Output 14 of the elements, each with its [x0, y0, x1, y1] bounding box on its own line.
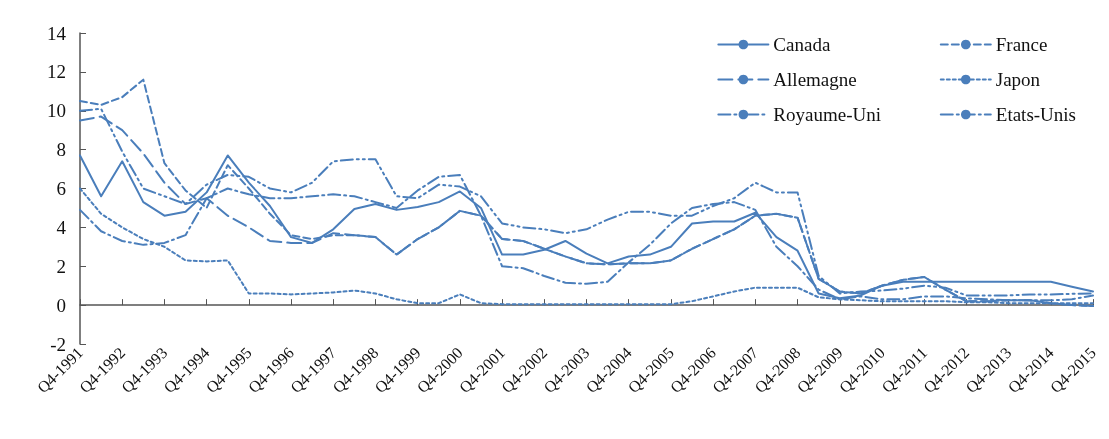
- legend-label: Japon: [995, 69, 1041, 90]
- y-tick-label: 10: [47, 100, 66, 122]
- y-tick-label: 6: [56, 178, 66, 199]
- legend-label: Canada: [773, 34, 831, 55]
- y-tick-label: 2: [56, 255, 66, 277]
- legend-label: Etats-Unis: [995, 104, 1077, 125]
- y-tick-label: 8: [56, 139, 66, 161]
- y-tick-label: 0: [56, 294, 66, 316]
- y-tick-label: 4: [56, 216, 67, 238]
- y-tick-label: 12: [47, 61, 66, 83]
- y-tick-label: 14: [47, 22, 67, 44]
- legend-label: France: [995, 34, 1048, 55]
- legend-label: Allemagne: [773, 69, 857, 90]
- legend-label: Royaume-Uni: [773, 104, 882, 125]
